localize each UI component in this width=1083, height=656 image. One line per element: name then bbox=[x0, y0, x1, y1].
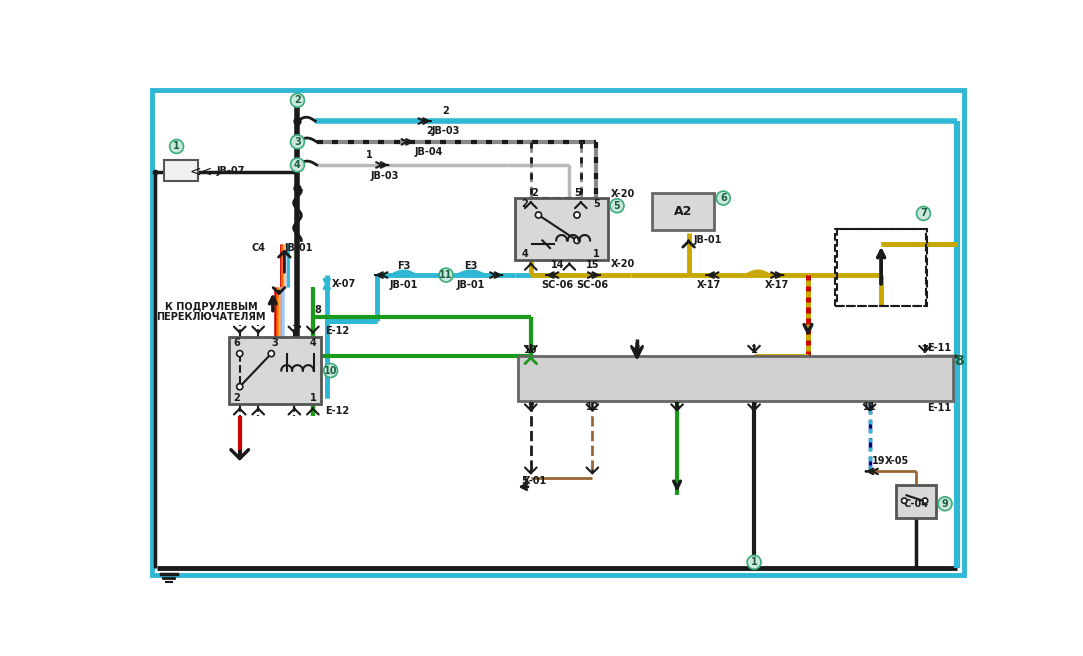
Text: 5: 5 bbox=[593, 199, 600, 209]
Text: 14: 14 bbox=[551, 260, 564, 270]
Text: 5: 5 bbox=[521, 476, 529, 487]
Text: 8: 8 bbox=[954, 354, 964, 367]
Circle shape bbox=[290, 158, 304, 172]
Text: 12: 12 bbox=[586, 401, 599, 412]
Text: 10: 10 bbox=[324, 365, 337, 375]
Text: 6: 6 bbox=[234, 338, 240, 348]
Text: JB-07: JB-07 bbox=[217, 166, 245, 176]
Circle shape bbox=[574, 237, 580, 243]
Circle shape bbox=[237, 384, 243, 390]
Text: JB-04: JB-04 bbox=[415, 147, 443, 157]
Text: 1: 1 bbox=[366, 150, 373, 160]
Text: C-04: C-04 bbox=[903, 499, 928, 509]
Text: 2: 2 bbox=[234, 393, 240, 403]
Bar bbox=[835, 229, 927, 306]
Circle shape bbox=[916, 207, 930, 220]
Text: 2: 2 bbox=[295, 95, 301, 105]
Text: 5: 5 bbox=[574, 188, 580, 197]
Bar bbox=[837, 229, 926, 306]
Circle shape bbox=[170, 140, 183, 154]
Text: E-11: E-11 bbox=[927, 403, 951, 413]
Text: 15: 15 bbox=[586, 260, 599, 270]
Text: SC-06: SC-06 bbox=[576, 280, 609, 290]
Text: E-11: E-11 bbox=[927, 343, 951, 353]
Text: 3: 3 bbox=[272, 338, 278, 348]
Text: <<: << bbox=[190, 165, 213, 179]
Bar bbox=[516, 198, 608, 260]
Text: 2: 2 bbox=[522, 199, 529, 209]
Text: 1: 1 bbox=[593, 249, 600, 258]
Text: 6: 6 bbox=[634, 345, 640, 355]
Text: 7: 7 bbox=[921, 209, 927, 218]
Text: 4: 4 bbox=[295, 160, 301, 170]
Circle shape bbox=[574, 212, 580, 218]
Text: 11: 11 bbox=[863, 401, 876, 412]
Text: 2: 2 bbox=[531, 188, 537, 197]
Text: 2: 2 bbox=[443, 106, 449, 116]
Circle shape bbox=[324, 363, 338, 377]
Text: JB-01: JB-01 bbox=[285, 243, 313, 253]
Text: X-20: X-20 bbox=[611, 258, 635, 268]
Text: X-17: X-17 bbox=[697, 280, 721, 290]
Text: 4: 4 bbox=[310, 338, 316, 348]
Text: JB-01: JB-01 bbox=[694, 236, 722, 245]
Bar bbox=[518, 356, 953, 401]
Circle shape bbox=[938, 497, 952, 510]
Circle shape bbox=[747, 556, 761, 569]
Text: 3: 3 bbox=[751, 401, 757, 412]
Circle shape bbox=[923, 498, 928, 503]
Text: 1: 1 bbox=[310, 393, 316, 403]
Text: 10: 10 bbox=[524, 345, 537, 355]
Text: 3: 3 bbox=[295, 137, 301, 147]
Text: 9: 9 bbox=[941, 499, 949, 509]
Text: 1: 1 bbox=[173, 142, 180, 152]
Bar bbox=[652, 193, 714, 230]
Text: C4: C4 bbox=[251, 243, 265, 253]
Circle shape bbox=[290, 93, 304, 107]
Text: E-12: E-12 bbox=[325, 405, 350, 416]
Text: X-01: X-01 bbox=[522, 476, 547, 487]
Text: JB-01: JB-01 bbox=[390, 280, 418, 290]
Text: JB-03: JB-03 bbox=[432, 126, 460, 136]
Bar bbox=[165, 159, 198, 181]
Text: 8: 8 bbox=[314, 305, 322, 315]
Text: E-12: E-12 bbox=[325, 325, 350, 335]
Text: 1: 1 bbox=[751, 345, 757, 355]
Circle shape bbox=[439, 268, 453, 282]
Text: E3: E3 bbox=[464, 261, 478, 271]
Text: 5: 5 bbox=[674, 401, 680, 412]
Text: 11: 11 bbox=[440, 270, 453, 280]
Text: SC-06: SC-06 bbox=[542, 280, 574, 290]
Text: 8: 8 bbox=[527, 401, 534, 412]
Bar bbox=[896, 485, 936, 518]
Circle shape bbox=[269, 350, 274, 357]
Text: A2: A2 bbox=[674, 205, 692, 218]
Text: JB-03: JB-03 bbox=[370, 171, 399, 181]
Circle shape bbox=[901, 498, 906, 503]
Text: 1: 1 bbox=[751, 558, 757, 567]
Text: X-05: X-05 bbox=[885, 457, 909, 466]
Circle shape bbox=[237, 350, 243, 357]
Circle shape bbox=[610, 199, 624, 213]
Text: JB-01: JB-01 bbox=[457, 280, 485, 290]
Text: X-17: X-17 bbox=[765, 280, 790, 290]
Text: 2: 2 bbox=[426, 126, 432, 136]
Circle shape bbox=[290, 135, 304, 149]
Text: 7: 7 bbox=[922, 345, 928, 355]
Text: 19: 19 bbox=[872, 457, 886, 466]
Text: X-07: X-07 bbox=[332, 279, 356, 289]
Circle shape bbox=[716, 191, 730, 205]
Bar bbox=[229, 337, 322, 405]
Circle shape bbox=[535, 212, 542, 218]
Text: 5: 5 bbox=[614, 201, 621, 211]
Text: X-20: X-20 bbox=[611, 189, 635, 199]
Text: F3: F3 bbox=[397, 261, 410, 271]
Text: 6: 6 bbox=[720, 193, 727, 203]
Text: ПЕРЕКЛЮЧАТЕЛЯМ: ПЕРЕКЛЮЧАТЕЛЯМ bbox=[156, 312, 266, 322]
Text: К ПОДРУЛЕВЫМ: К ПОДРУЛЕВЫМ bbox=[165, 301, 258, 311]
Text: 4: 4 bbox=[522, 249, 529, 258]
